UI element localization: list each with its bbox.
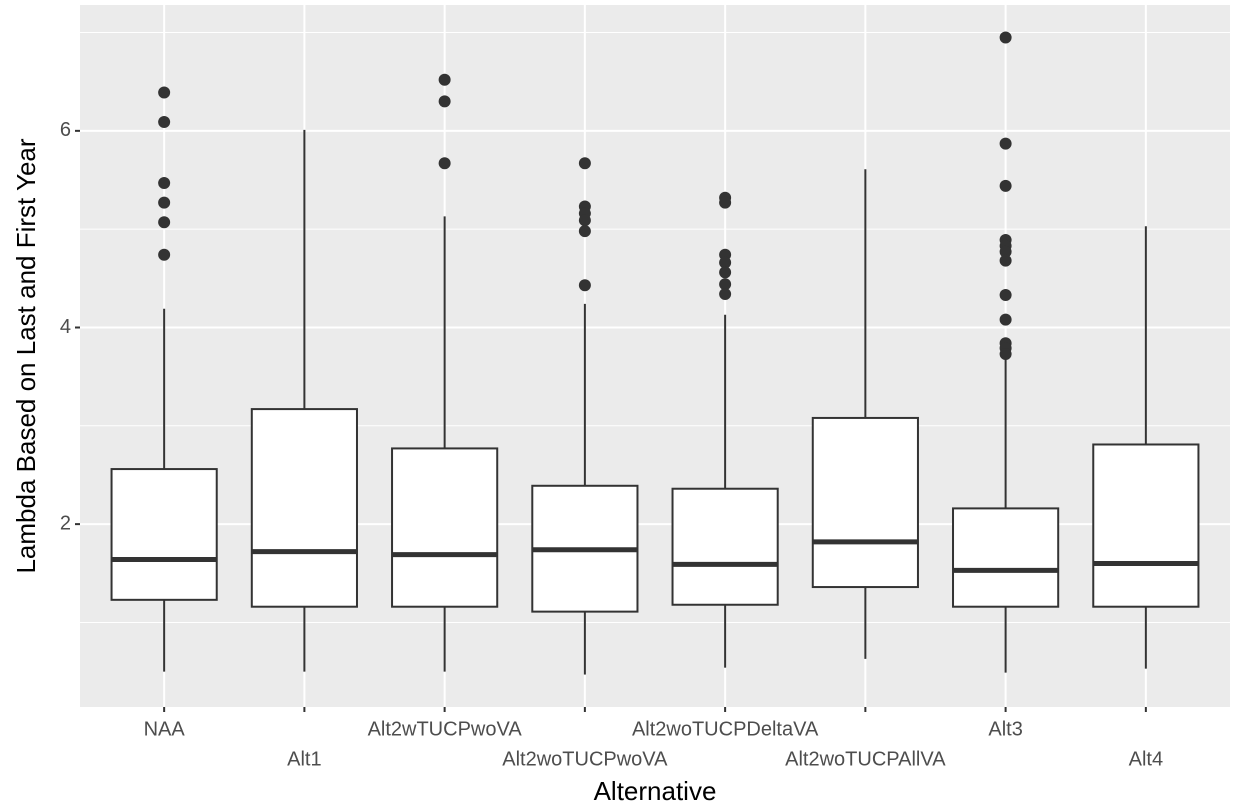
outlier — [999, 137, 1012, 150]
outlier — [438, 157, 451, 170]
outlier — [999, 254, 1012, 267]
box — [811, 416, 919, 589]
outlier — [999, 31, 1012, 44]
box — [952, 507, 1060, 608]
outlier — [158, 116, 171, 128]
outlier — [438, 95, 451, 108]
x-tick-label: Alt3 — [988, 718, 1022, 740]
outlier — [719, 196, 732, 209]
outlier — [158, 196, 171, 209]
y-tick-label: 4 — [60, 316, 71, 338]
box — [391, 447, 499, 608]
x-axis-title: Alternative — [594, 776, 717, 806]
outlier — [158, 248, 171, 261]
x-tick-label: Alt2woTUCPDeltaVA — [632, 718, 819, 740]
outlier — [999, 348, 1012, 361]
x-tick-label: Alt1 — [287, 748, 321, 770]
x-tick-label: Alt2woTUCPwoVA — [502, 748, 668, 770]
outlier — [999, 245, 1012, 258]
outlier — [999, 289, 1012, 302]
outlier — [158, 86, 171, 99]
box — [1092, 443, 1200, 608]
outlier — [578, 225, 591, 238]
outlier — [719, 266, 732, 279]
box — [671, 487, 779, 606]
outlier — [158, 216, 171, 229]
outlier — [438, 73, 451, 86]
x-tick-label: NAA — [144, 718, 186, 740]
outlier — [578, 157, 591, 170]
outlier — [719, 256, 732, 269]
outlier — [158, 176, 171, 189]
outlier — [999, 313, 1012, 326]
x-tick-label: Alt4 — [1129, 748, 1163, 770]
outlier — [719, 278, 732, 291]
outlier — [578, 279, 591, 292]
x-tick-label: Alt2woTUCPAllVA — [785, 748, 946, 770]
y-tick-label: 6 — [60, 119, 71, 141]
outlier — [719, 288, 732, 301]
box — [250, 408, 358, 608]
y-axis-title: Lambda Based on Last and First Year — [11, 138, 41, 573]
box — [110, 468, 218, 601]
y-tick-label: 2 — [60, 512, 71, 534]
outlier — [578, 214, 591, 227]
x-tick-label: Alt2wTUCPwoVA — [368, 718, 523, 740]
outlier — [999, 179, 1012, 192]
